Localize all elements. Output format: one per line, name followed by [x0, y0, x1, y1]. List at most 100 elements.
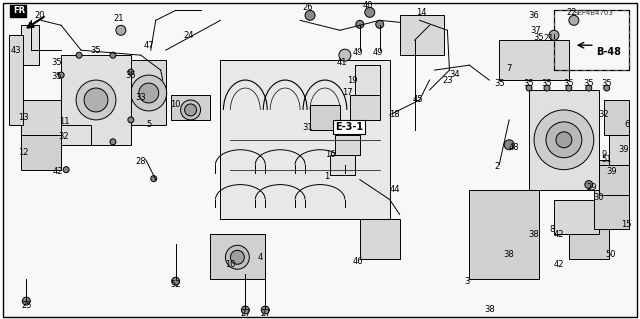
Circle shape: [76, 52, 82, 58]
Text: 14: 14: [416, 8, 427, 17]
Polygon shape: [21, 135, 61, 170]
Text: 35: 35: [51, 71, 61, 81]
Text: 27: 27: [240, 308, 251, 317]
Text: 8: 8: [549, 225, 555, 234]
Circle shape: [128, 69, 134, 75]
Circle shape: [116, 25, 126, 35]
Circle shape: [604, 85, 610, 91]
Text: 10: 10: [225, 260, 236, 269]
Text: SEP4B4703: SEP4B4703: [574, 10, 614, 16]
Circle shape: [84, 88, 108, 112]
Text: 52: 52: [170, 280, 181, 289]
Circle shape: [110, 139, 116, 145]
Text: 42: 42: [554, 260, 564, 269]
Text: 5: 5: [146, 120, 152, 130]
Text: 33: 33: [136, 93, 146, 102]
Text: 48: 48: [509, 143, 520, 152]
Text: 28: 28: [136, 157, 146, 166]
Polygon shape: [609, 135, 628, 165]
Circle shape: [549, 30, 559, 40]
Polygon shape: [360, 219, 399, 259]
Text: 34: 34: [449, 70, 460, 78]
Circle shape: [63, 167, 69, 173]
Text: 38: 38: [484, 305, 495, 314]
Text: 30: 30: [593, 193, 604, 202]
Text: 25: 25: [21, 300, 31, 309]
Text: 23: 23: [442, 76, 452, 85]
Circle shape: [556, 132, 572, 148]
Text: 31: 31: [303, 123, 314, 132]
Polygon shape: [131, 60, 166, 125]
Text: E-3-1: E-3-1: [335, 122, 363, 132]
Text: 29: 29: [586, 183, 597, 192]
Text: 46: 46: [353, 257, 363, 266]
Circle shape: [586, 85, 592, 91]
Circle shape: [534, 110, 594, 170]
Text: 35: 35: [564, 78, 574, 87]
Circle shape: [305, 11, 315, 20]
Text: 38: 38: [504, 250, 515, 259]
Text: 15: 15: [621, 220, 632, 229]
Text: 35: 35: [541, 78, 552, 87]
Polygon shape: [499, 40, 569, 80]
Text: 35: 35: [494, 78, 504, 87]
Polygon shape: [310, 105, 340, 130]
Circle shape: [241, 306, 250, 314]
Polygon shape: [10, 35, 23, 125]
Text: 35: 35: [125, 70, 136, 80]
Text: 9: 9: [601, 150, 606, 159]
Text: 45: 45: [412, 95, 423, 105]
Polygon shape: [529, 90, 599, 189]
Text: 36: 36: [529, 11, 540, 20]
Text: 38: 38: [529, 230, 540, 239]
Circle shape: [526, 85, 532, 91]
Circle shape: [339, 49, 351, 61]
Text: 43: 43: [11, 46, 22, 55]
Text: 35: 35: [534, 33, 545, 42]
Circle shape: [356, 20, 364, 28]
Polygon shape: [220, 60, 390, 219]
Circle shape: [76, 139, 82, 145]
Bar: [21, 25, 39, 65]
Circle shape: [110, 52, 116, 58]
Text: 44: 44: [389, 185, 400, 194]
Polygon shape: [330, 155, 355, 174]
Circle shape: [131, 75, 166, 111]
Circle shape: [546, 122, 582, 158]
Text: 18: 18: [389, 110, 400, 119]
Polygon shape: [399, 15, 444, 55]
Text: 51: 51: [602, 155, 612, 164]
Circle shape: [261, 306, 269, 314]
Text: 35: 35: [91, 46, 101, 55]
Polygon shape: [594, 160, 628, 229]
Circle shape: [544, 85, 550, 91]
Text: 17: 17: [342, 87, 353, 97]
Polygon shape: [355, 65, 380, 95]
Circle shape: [151, 176, 157, 182]
Text: 6: 6: [624, 120, 629, 130]
Circle shape: [76, 80, 116, 120]
Text: 32: 32: [598, 110, 609, 119]
Text: 26: 26: [303, 3, 314, 12]
Circle shape: [230, 250, 244, 264]
Text: 24: 24: [183, 31, 194, 40]
Circle shape: [139, 83, 159, 103]
Polygon shape: [61, 55, 131, 145]
Text: 1: 1: [324, 172, 330, 181]
Text: 40: 40: [362, 1, 373, 10]
Text: 35: 35: [584, 78, 594, 87]
Polygon shape: [350, 95, 380, 120]
Text: FR: FR: [12, 6, 26, 16]
Circle shape: [569, 15, 579, 25]
Circle shape: [184, 104, 196, 116]
Text: 19: 19: [347, 76, 357, 85]
Text: 11: 11: [59, 117, 69, 126]
Text: 35: 35: [51, 58, 61, 67]
Bar: [554, 11, 628, 70]
Text: 42: 42: [53, 167, 63, 176]
Text: 2: 2: [495, 162, 500, 171]
Text: 35: 35: [524, 78, 534, 87]
Polygon shape: [335, 135, 360, 155]
Text: 39: 39: [606, 167, 617, 176]
Circle shape: [58, 72, 64, 78]
